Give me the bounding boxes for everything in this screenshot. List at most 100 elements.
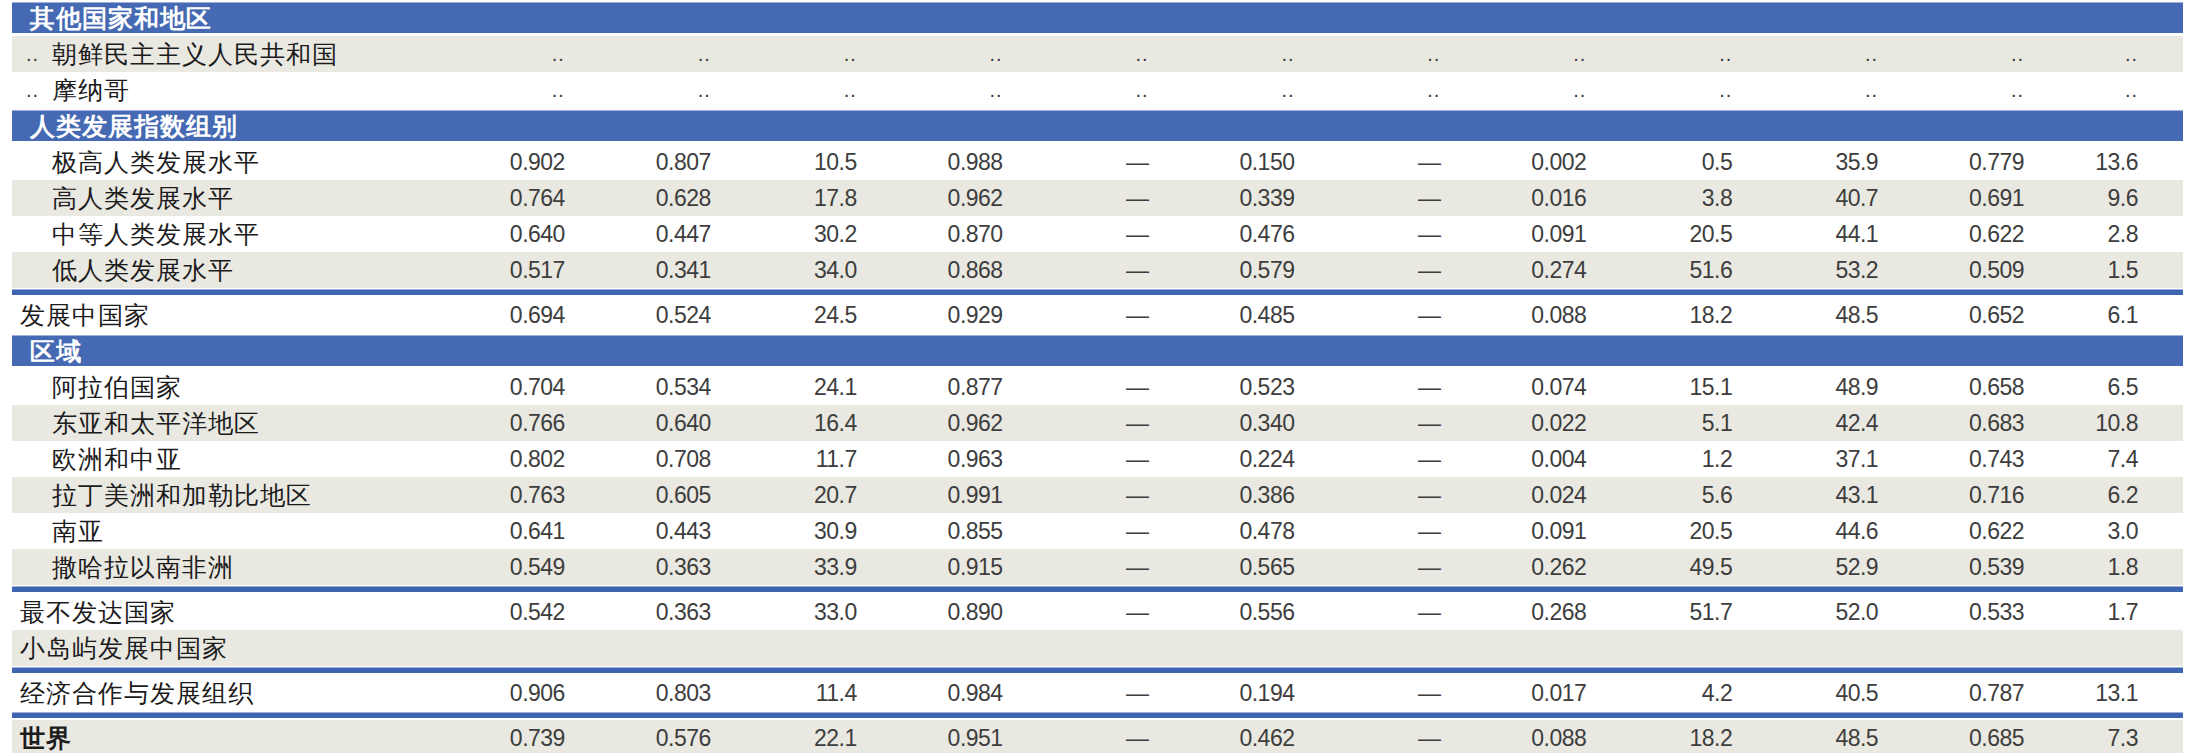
section-header-row: 其他国家和地区 (12, 2, 2183, 33)
table-row: ..朝鲜民主主义人民共和国........................ (12, 36, 2183, 72)
value-cell: 44.6 (1745, 520, 1891, 543)
value-cell: 0.363 (578, 601, 724, 624)
value-cell: — (1016, 304, 1162, 327)
value-cell: — (1308, 601, 1454, 624)
value-cell: .. (1891, 80, 2037, 100)
value-cell: 0.991 (870, 484, 1016, 507)
value-cell: 10.5 (724, 151, 870, 174)
value-cell: .. (432, 80, 578, 100)
value-cell: — (1016, 556, 1162, 579)
value-cell: .. (2037, 80, 2183, 100)
value-cell: 40.7 (1745, 187, 1891, 210)
row-label: 朝鲜民主主义人民共和国 (52, 42, 338, 67)
row-label: 极高人类发展水平 (52, 150, 260, 175)
value-cell: 0.694 (432, 304, 578, 327)
value-cell: 52.9 (1745, 556, 1891, 579)
row-label: 阿拉伯国家 (52, 375, 182, 400)
value-cell: — (1308, 556, 1454, 579)
value-cell: 0.074 (1453, 376, 1599, 399)
value-cell: 0.485 (1162, 304, 1308, 327)
table-row: 撒哈拉以南非洲0.5490.36333.90.915—0.565—0.26249… (12, 549, 2183, 585)
value-cell: 10.8 (2037, 412, 2183, 435)
value-cell: 0.539 (1891, 556, 2037, 579)
value-cell: — (1016, 376, 1162, 399)
value-cell: 0.339 (1162, 187, 1308, 210)
value-cell: 0.640 (432, 223, 578, 246)
row-name-cell: 世界 (12, 726, 432, 751)
value-cell: 0.556 (1162, 601, 1308, 624)
value-cell: 0.658 (1891, 376, 2037, 399)
row-name-cell: 拉丁美洲和加勒比地区 (12, 483, 432, 508)
value-cell: 0.628 (578, 187, 724, 210)
row-label: 中等人类发展水平 (52, 222, 260, 247)
section-divider (12, 667, 2183, 673)
value-cell: 0.779 (1891, 151, 2037, 174)
value-cell: — (1308, 682, 1454, 705)
value-cell: .. (1162, 80, 1308, 100)
value-cell: .. (1891, 44, 2037, 64)
value-cell: 44.1 (1745, 223, 1891, 246)
value-cell: 0.691 (1891, 187, 2037, 210)
rank-value: .. (12, 79, 52, 102)
value-cell: — (1016, 412, 1162, 435)
value-cell: 52.0 (1745, 601, 1891, 624)
value-cell: .. (1453, 80, 1599, 100)
value-cell: — (1308, 448, 1454, 471)
value-cell: — (1016, 682, 1162, 705)
row-name-cell: ..摩纳哥 (12, 78, 432, 103)
value-cell: 0.988 (870, 151, 1016, 174)
value-cell: 7.3 (2037, 727, 2183, 750)
value-cell: 0.579 (1162, 259, 1308, 282)
value-cell: 0.802 (432, 448, 578, 471)
value-cell: 0.549 (432, 556, 578, 579)
value-cell: .. (578, 44, 724, 64)
row-label: 欧洲和中亚 (52, 447, 182, 472)
value-cell: 6.5 (2037, 376, 2183, 399)
table-row: 南亚0.6410.44330.90.855—0.478—0.09120.544.… (12, 513, 2183, 549)
row-label: 最不发达国家 (20, 600, 176, 625)
table-row: 东亚和太平洋地区0.7660.64016.40.962—0.340—0.0225… (12, 405, 2183, 441)
value-cell: — (1308, 259, 1454, 282)
value-cell: 7.4 (2037, 448, 2183, 471)
value-cell: 0.704 (432, 376, 578, 399)
value-cell: 17.8 (724, 187, 870, 210)
value-cell: 20.5 (1599, 520, 1745, 543)
value-cell: 1.8 (2037, 556, 2183, 579)
table-row: 经济合作与发展组织0.9060.80311.40.984—0.194—0.017… (12, 675, 2183, 711)
value-cell: 0.565 (1162, 556, 1308, 579)
statistical-table: 其他国家和地区..朝鲜民主主义人民共和国....................… (12, 2, 2183, 753)
value-cell: — (1016, 601, 1162, 624)
value-cell: 0.268 (1453, 601, 1599, 624)
value-cell: 24.1 (724, 376, 870, 399)
value-cell: — (1308, 223, 1454, 246)
row-name-cell: 撒哈拉以南非洲 (12, 555, 432, 580)
row-label: 拉丁美洲和加勒比地区 (52, 483, 312, 508)
value-cell: 0.274 (1453, 259, 1599, 282)
section-header-row: 区域 (12, 335, 2183, 366)
value-cell: 0.576 (578, 727, 724, 750)
value-cell: 0.743 (1891, 448, 2037, 471)
value-cell: 0.443 (578, 520, 724, 543)
table-rows-container: 其他国家和地区..朝鲜民主主义人民共和国....................… (12, 2, 2183, 753)
value-cell: 0.962 (870, 412, 1016, 435)
value-cell: .. (1453, 44, 1599, 64)
value-cell: 0.763 (432, 484, 578, 507)
row-name-cell: 发展中国家 (12, 303, 432, 328)
value-cell: 1.2 (1599, 448, 1745, 471)
value-cell: 40.5 (1745, 682, 1891, 705)
value-cell: 1.5 (2037, 259, 2183, 282)
row-label: 低人类发展水平 (52, 258, 234, 283)
rank-value: .. (12, 43, 52, 66)
value-cell: 0.5 (1599, 151, 1745, 174)
value-cell: 0.984 (870, 682, 1016, 705)
value-cell: 0.509 (1891, 259, 2037, 282)
value-cell: — (1308, 484, 1454, 507)
row-name-cell: 南亚 (12, 519, 432, 544)
value-cell: 9.6 (2037, 187, 2183, 210)
value-cell: 0.641 (432, 520, 578, 543)
value-cell: 0.868 (870, 259, 1016, 282)
value-cell: .. (870, 44, 1016, 64)
value-cell: 0.534 (578, 376, 724, 399)
table-row: 发展中国家0.6940.52424.50.929—0.485—0.08818.2… (12, 297, 2183, 333)
value-cell: 48.5 (1745, 727, 1891, 750)
